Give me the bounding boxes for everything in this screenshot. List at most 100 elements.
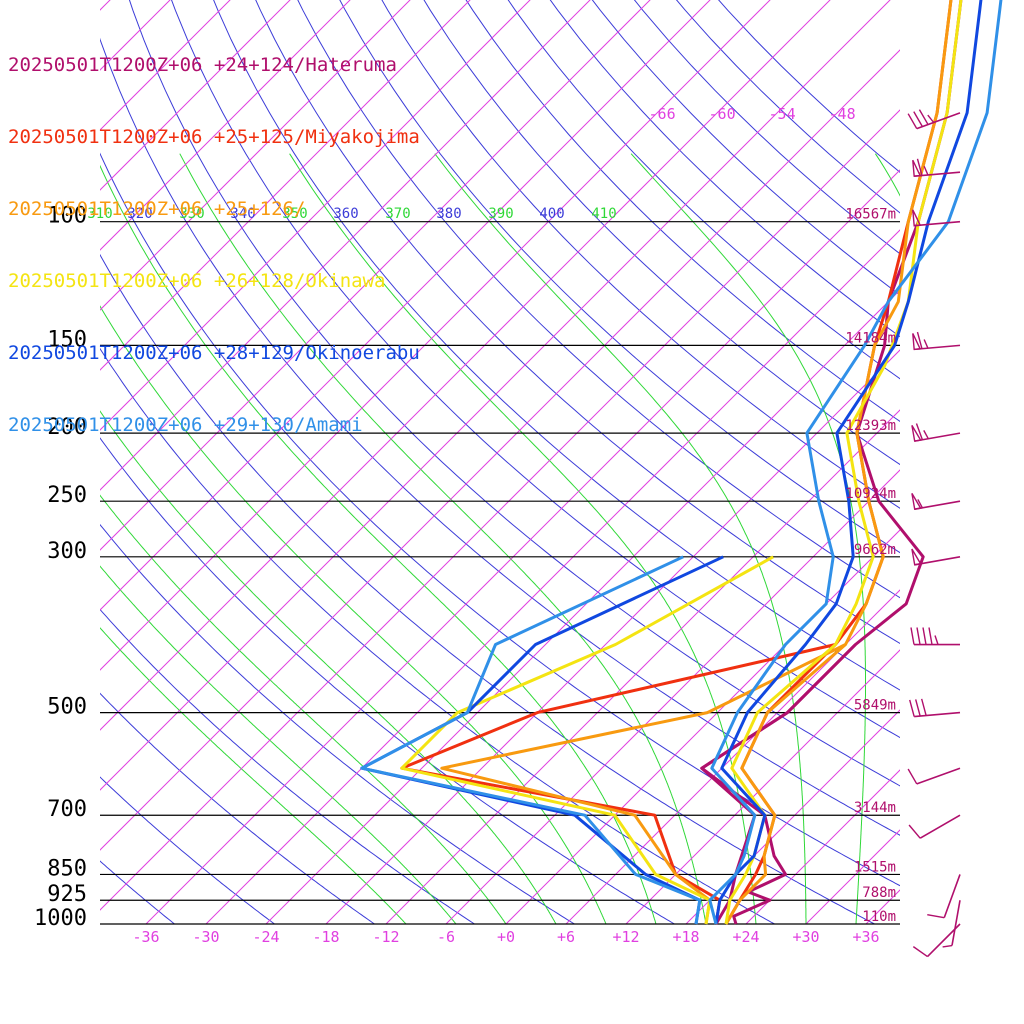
height-label: 14184m xyxy=(845,330,896,346)
wind-barb-flag xyxy=(911,548,922,566)
height-label: 12393m xyxy=(845,418,896,434)
pressure-label: 100 xyxy=(47,204,87,229)
theta-e-label: 370 xyxy=(385,206,410,222)
wind-barb-flag xyxy=(911,424,922,442)
temperature-tick-label: +0 xyxy=(497,928,515,946)
wind-barb-shaft xyxy=(943,874,961,918)
wind-barb-shaft xyxy=(916,767,961,785)
pressure-label: 850 xyxy=(47,856,87,881)
isotherm-line xyxy=(145,169,900,924)
legend-entry-station-125-126: 20250501T1200Z+06 +25+126/ xyxy=(8,198,306,220)
height-label: 788m xyxy=(862,885,896,901)
theta-e-label: 350 xyxy=(282,206,307,222)
wind-barb-shaft xyxy=(914,556,961,566)
pressure-label: 150 xyxy=(47,327,87,352)
temperature-profile-4 xyxy=(714,0,983,925)
isotherm-line xyxy=(325,349,900,924)
isotherm-line xyxy=(100,0,771,671)
pressure-label: 200 xyxy=(47,415,87,440)
isotherm-line xyxy=(100,0,231,131)
height-label: 1515m xyxy=(854,859,896,875)
theta-e-label: 340 xyxy=(230,206,255,222)
theta-e-label: 410 xyxy=(591,206,616,222)
axis-labels: 100 16567m 150 14184m 200 12393m 250 10924m 300 9… xyxy=(34,105,896,946)
pressure-label: 1000 xyxy=(34,906,87,931)
theta-e-label: 320 xyxy=(127,206,152,222)
isotherm-line xyxy=(625,649,900,924)
temperature-tick-label: +6 xyxy=(557,928,575,946)
dry-adiabat xyxy=(100,776,275,924)
wind-barb-tick xyxy=(909,699,915,717)
temperature-tick-label: -36 xyxy=(132,928,159,946)
wind-barb xyxy=(910,627,960,646)
wind-barb-tick xyxy=(920,698,927,716)
wind-barb-tick xyxy=(923,339,929,349)
wind-barb-tick xyxy=(918,109,929,125)
wind-barb xyxy=(908,814,961,839)
wind-barb-tick xyxy=(927,114,935,123)
dewpoint-profile-3 xyxy=(400,555,774,925)
wind-barb-flag xyxy=(912,159,922,177)
isotherms xyxy=(100,0,900,924)
dry-adiabat xyxy=(100,437,675,924)
wind-barb-tick xyxy=(907,768,918,785)
wind-barb-tick xyxy=(927,913,945,919)
dry-adiabat xyxy=(100,523,575,924)
temperature-tick-label: +30 xyxy=(792,928,819,946)
isotherm-line xyxy=(685,709,900,924)
wind-barb xyxy=(912,331,961,351)
isotherm-line xyxy=(100,0,351,251)
dewpoint-profile-2 xyxy=(440,643,847,925)
height-label: 3144m xyxy=(854,800,896,816)
wind-barb-shaft xyxy=(914,220,961,227)
isotherm-line xyxy=(100,109,900,911)
wind-barb-flag xyxy=(912,333,922,351)
isotherm-line xyxy=(100,0,891,791)
height-label: 5849m xyxy=(854,698,896,714)
isotherm-line xyxy=(805,829,900,924)
legend-entry-amami: 20250501T1200Z+06 +29+130/Amami xyxy=(8,414,363,436)
legend-entry-okinoerabu: 20250501T1200Z+06 +28+129/Okinoerabu xyxy=(8,342,420,364)
temperature-profile-2 xyxy=(724,0,953,925)
dry-adiabat xyxy=(100,608,475,924)
wind-barb xyxy=(912,158,961,177)
isotherm-line xyxy=(505,529,900,924)
isotherm-line xyxy=(100,0,711,611)
wind-barb xyxy=(907,767,961,785)
isotherm-line xyxy=(100,0,651,551)
wind-barb-shaft xyxy=(916,112,961,130)
theta-e-label: 400 xyxy=(539,206,564,222)
wind-barb-tick xyxy=(923,165,929,176)
wind-barb xyxy=(911,423,961,442)
wind-barb xyxy=(927,874,961,919)
wind-barb-tick xyxy=(907,113,918,130)
isotherm-line xyxy=(565,589,900,924)
pressure-label: 700 xyxy=(47,797,87,822)
wind-barb-tick xyxy=(916,158,923,176)
wind-barb xyxy=(911,548,961,566)
wind-barb-shaft xyxy=(919,814,961,839)
dewpoint-profile-5 xyxy=(360,555,702,925)
wind-barb-tick xyxy=(912,946,928,958)
isotherm-upper-label: -60 xyxy=(709,105,736,123)
wind-barb-tick xyxy=(913,111,924,127)
moist-adiabat xyxy=(179,153,707,924)
moist-adiabat xyxy=(100,627,407,924)
wind-barb xyxy=(911,493,961,510)
theta-e-label: 380 xyxy=(436,206,461,222)
moist-adiabat xyxy=(100,164,657,924)
isotherm-line xyxy=(445,469,900,924)
theta-e-label: 310 xyxy=(87,206,112,222)
legend-entry-okinawa: 20250501T1200Z+06 +26+128/Okinawa xyxy=(8,270,386,292)
wind-barb-tick xyxy=(908,824,921,839)
isotherm-line xyxy=(100,0,471,371)
dry-adiabat xyxy=(591,0,900,296)
isotherm-upper-label: -48 xyxy=(829,105,856,123)
isotherm-line xyxy=(100,0,291,191)
temperature-tick-label: -18 xyxy=(312,928,339,946)
temperature-tick-label: +18 xyxy=(672,928,699,946)
wind-barb xyxy=(912,209,961,227)
height-label: 9662m xyxy=(854,542,896,558)
wind-barb-tick xyxy=(916,331,923,349)
isotherm-line xyxy=(265,289,900,924)
